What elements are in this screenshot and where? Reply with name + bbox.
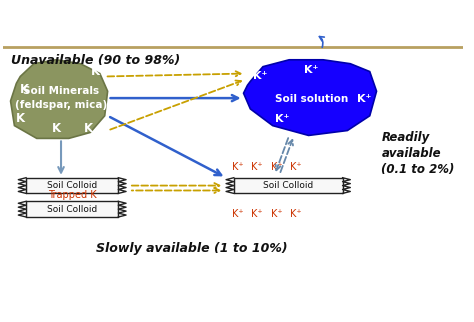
FancyArrowPatch shape [132, 183, 219, 188]
Text: K⁺: K⁺ [290, 162, 302, 172]
Text: K⁺: K⁺ [232, 162, 244, 172]
Text: K⁺: K⁺ [253, 71, 267, 81]
Text: Soil Colloid: Soil Colloid [263, 181, 313, 190]
Text: K⁺: K⁺ [271, 209, 283, 219]
Text: Unavailable (90 to 98%): Unavailable (90 to 98%) [10, 54, 180, 67]
Text: K: K [52, 122, 61, 135]
FancyArrowPatch shape [110, 117, 221, 175]
FancyArrowPatch shape [110, 80, 241, 129]
Text: K: K [91, 65, 100, 78]
FancyArrowPatch shape [132, 188, 219, 193]
Text: Soil solution: Soil solution [275, 94, 348, 104]
Text: K⁺: K⁺ [232, 209, 244, 219]
Text: K⁺: K⁺ [271, 162, 283, 172]
FancyArrowPatch shape [58, 141, 64, 173]
Text: Soil Minerals
(feldspar, mica): Soil Minerals (feldspar, mica) [15, 86, 107, 110]
FancyArrowPatch shape [281, 140, 293, 172]
FancyBboxPatch shape [234, 178, 343, 194]
Text: K⁺: K⁺ [290, 209, 302, 219]
FancyArrowPatch shape [110, 95, 238, 101]
Text: K⁺: K⁺ [275, 114, 290, 124]
FancyBboxPatch shape [26, 201, 118, 217]
Polygon shape [10, 60, 108, 138]
Text: K: K [19, 83, 29, 96]
FancyArrowPatch shape [276, 138, 288, 170]
Text: Soil Colloid: Soil Colloid [47, 205, 97, 214]
Polygon shape [244, 60, 376, 136]
Text: K⁺: K⁺ [304, 65, 319, 75]
Text: Readily
available
(0.1 to 2%): Readily available (0.1 to 2%) [382, 130, 455, 175]
Text: K⁺: K⁺ [357, 94, 371, 104]
FancyBboxPatch shape [26, 178, 118, 194]
Text: Slowly available (1 to 10%): Slowly available (1 to 10%) [96, 242, 288, 255]
Text: Soil Colloid: Soil Colloid [47, 181, 97, 190]
FancyArrowPatch shape [108, 71, 241, 76]
Text: K: K [83, 122, 93, 135]
Text: K⁺: K⁺ [251, 162, 263, 172]
FancyArrowPatch shape [319, 37, 324, 47]
Text: K: K [16, 112, 25, 125]
Text: K⁺: K⁺ [251, 209, 263, 219]
Text: Trapped K: Trapped K [48, 190, 97, 200]
